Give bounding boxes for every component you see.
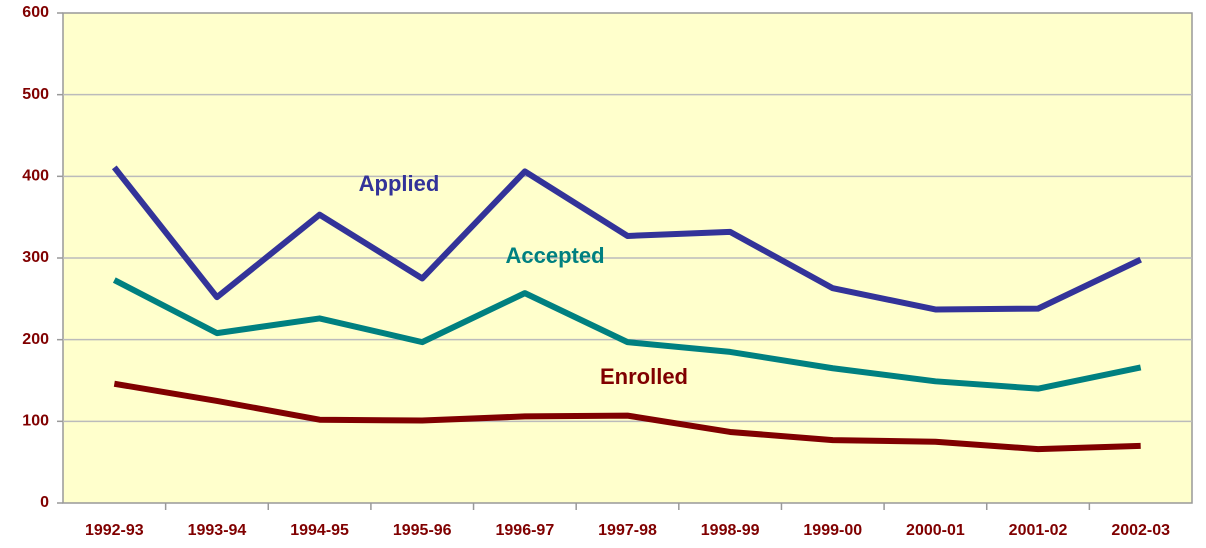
y-tick-label: 0	[40, 494, 49, 511]
y-tick-label: 600	[22, 4, 49, 21]
x-tick-label: 1992-93	[85, 522, 144, 539]
series-label: Enrolled	[600, 364, 688, 389]
y-tick-label: 100	[22, 413, 49, 430]
x-tick-label: 2002-03	[1111, 522, 1170, 539]
x-tick-label: 2000-01	[906, 522, 965, 539]
x-tick-label: 1999-00	[803, 522, 862, 539]
x-tick-label: 1997-98	[598, 522, 657, 539]
series-line	[111, 165, 1142, 313]
x-tick-label: 1993-94	[188, 522, 247, 539]
x-tick-label: 1996-97	[496, 522, 555, 539]
x-tick-label: 1998-99	[701, 522, 760, 539]
x-tick-label: 2001-02	[1009, 522, 1068, 539]
y-tick-label: 300	[22, 249, 49, 266]
y-tick-label: 200	[22, 331, 49, 348]
series-line	[112, 277, 1142, 392]
series-label: Accepted	[505, 243, 604, 268]
y-tick-label: 500	[22, 86, 49, 103]
x-tick-label: 1994-95	[290, 522, 349, 539]
x-tick-label: 1995-96	[393, 522, 452, 539]
y-tick-label: 400	[22, 168, 49, 185]
series-label: Applied	[359, 171, 440, 196]
series-line	[113, 380, 1141, 453]
